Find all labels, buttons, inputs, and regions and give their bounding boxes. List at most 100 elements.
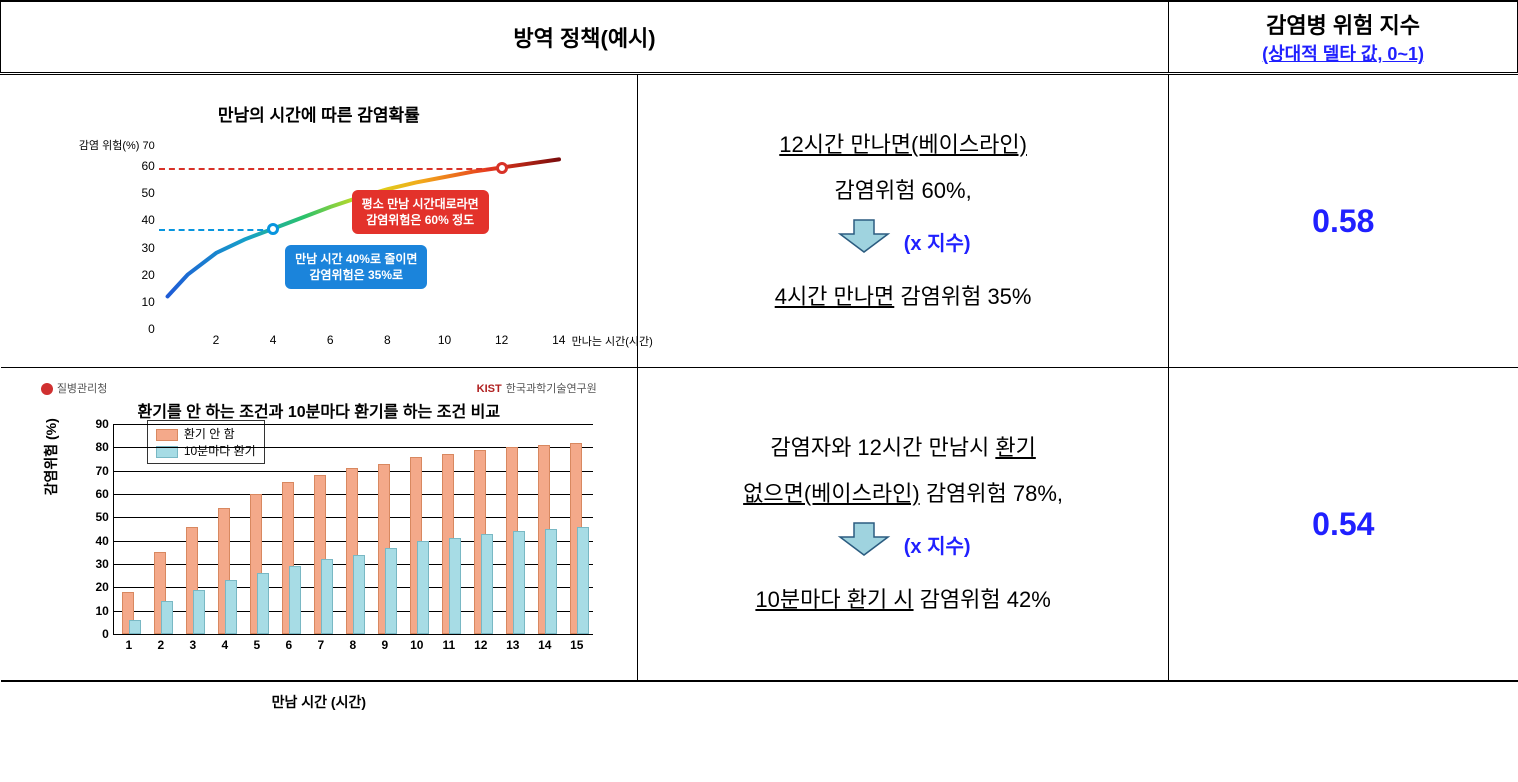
header-row: 방역 정책(예시) 감염병 위험 지수 (상대적 델타 값, 0~1) [1, 1, 1518, 74]
chart2-xtick: 14 [538, 638, 551, 652]
chart2-xtick: 6 [285, 638, 292, 652]
chart2-ytick: 80 [79, 440, 109, 454]
chart1-title: 만남의 시간에 따른 감염확률 [39, 101, 599, 126]
chart2-ytick: 90 [79, 417, 109, 431]
chart1-ytick: 40 [131, 213, 155, 227]
chart1-dashed [159, 168, 502, 170]
chart1-xtick: 4 [270, 333, 277, 347]
arrow-down-icon [836, 218, 892, 270]
chart2-xtick: 1 [125, 638, 132, 652]
chart2-title: 환기를 안 하는 조건과 10분마다 환기를 하는 조건 비교 [29, 398, 609, 422]
chart2-xtick: 7 [317, 638, 324, 652]
arrow-path [840, 220, 888, 252]
chart1-xtick: 10 [438, 333, 451, 347]
chart1-ytick: 60 [131, 159, 155, 173]
logo-left: 질병관리청 [41, 380, 108, 396]
header-right-l1: 감염병 위험 지수 [1177, 8, 1509, 40]
chart2-xtick: 15 [570, 638, 583, 652]
r1-l2: 감염위험 60%, [646, 168, 1160, 214]
chart2-xtick: 13 [506, 638, 519, 652]
r2-l4: 10분마다 환기 시 감염위험 42% [646, 577, 1160, 623]
chart2-bar-b [161, 601, 173, 634]
row2-index: 0.54 [1169, 368, 1518, 682]
chart2-bar-b [321, 559, 333, 634]
chart2-bar-b [225, 580, 237, 634]
chart1-ytick: 10 [131, 295, 155, 309]
r2-l2: 없으면(베이스라인) 감염위험 78%, [646, 471, 1160, 517]
chart2-xtick: 2 [157, 638, 164, 652]
chart1-ytick: 0 [131, 322, 155, 336]
chart2-xlabel: 만남 시간 (시간) [29, 692, 609, 712]
chart2-bar-b [417, 541, 429, 634]
chart2-bar-b [385, 548, 397, 634]
chart1-xtick: 12 [495, 333, 508, 347]
chart1-cell: 만남의 시간에 따른 감염확률 감염 위험(%) 70 010203040506… [1, 74, 638, 368]
chart1-dashed [159, 229, 273, 231]
chart2-bar-b [353, 555, 365, 634]
chart2-ytick: 30 [79, 557, 109, 571]
policy-table: 방역 정책(예시) 감염병 위험 지수 (상대적 델타 값, 0~1) 만남의 … [0, 0, 1518, 682]
chart1-ylabel: 감염 위험(%) 70 [79, 137, 155, 153]
chart1-xtick: 2 [213, 333, 220, 347]
chart2-yaxis [113, 424, 114, 634]
chart1-plot: 01020304050602468101214만남 시간 40%로 줄이면감염위… [159, 139, 559, 329]
chart2: 질병관리청 KIST한국과학기술연구원 환기를 안 하는 조건과 10분마다 환… [29, 374, 609, 674]
chart2-xtick: 5 [253, 638, 260, 652]
header-right: 감염병 위험 지수 (상대적 델타 값, 0~1) [1169, 1, 1518, 74]
row2-desc: 감염자와 12시간 만남시 환기 없으면(베이스라인) 감염위험 78%, (x… [638, 368, 1169, 682]
header-right-l2: (상대적 델타 값, 0~1) [1177, 40, 1509, 66]
header-left: 방역 정책(예시) [1, 1, 1169, 74]
chart2-ytick: 20 [79, 580, 109, 594]
chart2-bar-b [193, 590, 205, 634]
chart1: 만남의 시간에 따른 감염확률 감염 위험(%) 70 010203040506… [39, 81, 599, 361]
row-ventilation: 질병관리청 KIST한국과학기술연구원 환기를 안 하는 조건과 10분마다 환… [1, 368, 1518, 682]
chart1-xlabel: 만나는 시간(시간) [572, 333, 653, 349]
chart2-bar-b [577, 527, 589, 634]
chart1-marker [496, 162, 508, 174]
r2-arrow-line: (x 지수) [646, 517, 1160, 577]
chart2-bar-b [545, 529, 557, 634]
chart2-grid [113, 634, 593, 635]
chart1-callout-blue: 만남 시간 40%로 줄이면감염위험은 35%로 [285, 245, 427, 289]
row-meeting-time: 만남의 시간에 따른 감염확률 감염 위험(%) 70 010203040506… [1, 74, 1518, 368]
r2-l1: 감염자와 12시간 만남시 환기 [646, 425, 1160, 471]
chart1-xtick: 8 [384, 333, 391, 347]
r1-xjisu: (x 지수) [904, 233, 971, 255]
chart2-grid [113, 447, 593, 448]
chart1-xtick: 6 [327, 333, 334, 347]
chart2-bar-b [129, 620, 141, 634]
chart1-ytick: 30 [131, 241, 155, 255]
chart1-ytick: 20 [131, 268, 155, 282]
chart2-ytick: 60 [79, 487, 109, 501]
logo-right: KIST한국과학기술연구원 [477, 380, 597, 396]
chart2-bar-b [289, 566, 301, 634]
chart2-bar-b [257, 573, 269, 634]
chart2-xtick: 11 [442, 638, 455, 652]
chart1-xtick: 14 [552, 333, 565, 347]
r2-xjisu: (x 지수) [904, 536, 971, 558]
r1-l1: 12시간 만나면(베이스라인) [646, 122, 1160, 168]
chart2-ytick: 40 [79, 534, 109, 548]
chart1-marker [267, 223, 279, 235]
chart2-xtick: 3 [189, 638, 196, 652]
chart2-bar-b [481, 534, 493, 634]
r1-arrow-line: (x 지수) [646, 214, 1160, 274]
chart2-ytick: 70 [79, 464, 109, 478]
row1-index: 0.58 [1169, 74, 1518, 368]
logo-left-icon [41, 383, 53, 395]
chart2-cell: 질병관리청 KIST한국과학기술연구원 환기를 안 하는 조건과 10분마다 환… [1, 368, 638, 682]
arrow-down-icon [836, 521, 892, 573]
chart2-ytick: 50 [79, 510, 109, 524]
r1-l4: 4시간 만나면 감염위험 35% [646, 274, 1160, 320]
chart2-plot: 0102030405060708090123456789101112131415 [113, 424, 593, 634]
chart2-xtick: 12 [474, 638, 487, 652]
chart2-ytick: 10 [79, 604, 109, 618]
arrow-path [840, 523, 888, 555]
chart2-xtick: 9 [381, 638, 388, 652]
chart2-grid [113, 424, 593, 425]
chart2-ylabel: 감염위험 (%) [41, 418, 61, 495]
row1-desc: 12시간 만나면(베이스라인) 감염위험 60%, (x 지수) 4시간 만나면… [638, 74, 1169, 368]
chart1-ytick: 50 [131, 186, 155, 200]
chart1-callout-red: 평소 만남 시간대로라면감염위험은 60% 정도 [352, 190, 489, 234]
chart2-xtick: 4 [221, 638, 228, 652]
